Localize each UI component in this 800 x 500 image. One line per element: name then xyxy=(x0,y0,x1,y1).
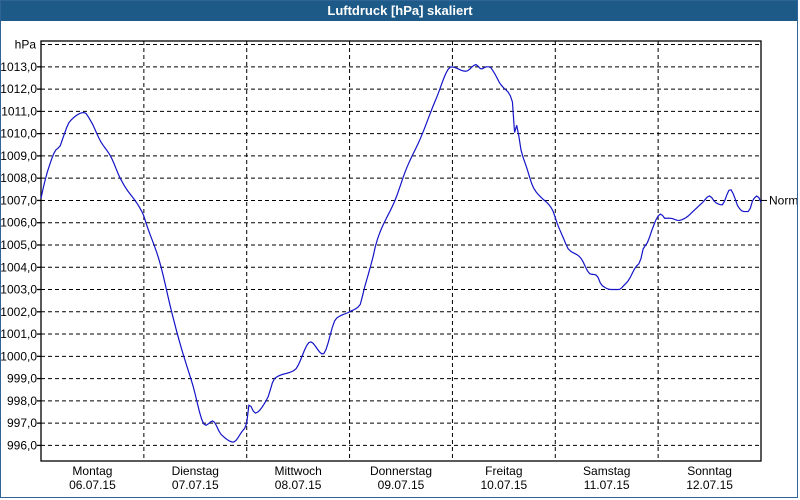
svg-text:10.07.15: 10.07.15 xyxy=(481,478,528,492)
svg-text:Montag: Montag xyxy=(72,464,112,478)
svg-text:Donnerstag: Donnerstag xyxy=(370,464,432,478)
svg-text:12.07.15: 12.07.15 xyxy=(686,478,733,492)
svg-text:06.07.15: 06.07.15 xyxy=(69,478,116,492)
svg-text:Dienstag: Dienstag xyxy=(172,464,219,478)
svg-text:Samstag: Samstag xyxy=(583,464,630,478)
svg-text:Mittwoch: Mittwoch xyxy=(274,464,321,478)
svg-text:996,0: 996,0 xyxy=(7,438,37,452)
svg-text:1008,0: 1008,0 xyxy=(1,171,37,185)
svg-text:1009,0: 1009,0 xyxy=(1,149,37,163)
svg-text:hPa: hPa xyxy=(15,38,37,52)
svg-text:Sonntag: Sonntag xyxy=(687,464,732,478)
svg-text:1010,0: 1010,0 xyxy=(1,127,37,141)
svg-text:1007,0: 1007,0 xyxy=(1,193,37,207)
svg-text:1005,0: 1005,0 xyxy=(1,238,37,252)
svg-text:08.07.15: 08.07.15 xyxy=(275,478,322,492)
svg-text:997,0: 997,0 xyxy=(7,416,37,430)
svg-text:1012,0: 1012,0 xyxy=(1,82,37,96)
svg-text:1013,0: 1013,0 xyxy=(1,60,37,74)
svg-text:Normal: Normal xyxy=(769,193,798,207)
svg-text:1001,0: 1001,0 xyxy=(1,327,37,341)
svg-text:1006,0: 1006,0 xyxy=(1,216,37,230)
svg-text:1003,0: 1003,0 xyxy=(1,283,37,297)
svg-text:09.07.15: 09.07.15 xyxy=(378,478,425,492)
svg-text:1011,0: 1011,0 xyxy=(1,104,37,118)
svg-text:11.07.15: 11.07.15 xyxy=(584,478,630,492)
svg-text:07.07.15: 07.07.15 xyxy=(172,478,219,492)
svg-text:998,0: 998,0 xyxy=(7,394,37,408)
svg-text:1000,0: 1000,0 xyxy=(1,349,37,363)
svg-text:1002,0: 1002,0 xyxy=(1,305,37,319)
svg-text:999,0: 999,0 xyxy=(7,372,37,386)
svg-text:1004,0: 1004,0 xyxy=(1,260,37,274)
svg-text:Freitag: Freitag xyxy=(485,464,522,478)
